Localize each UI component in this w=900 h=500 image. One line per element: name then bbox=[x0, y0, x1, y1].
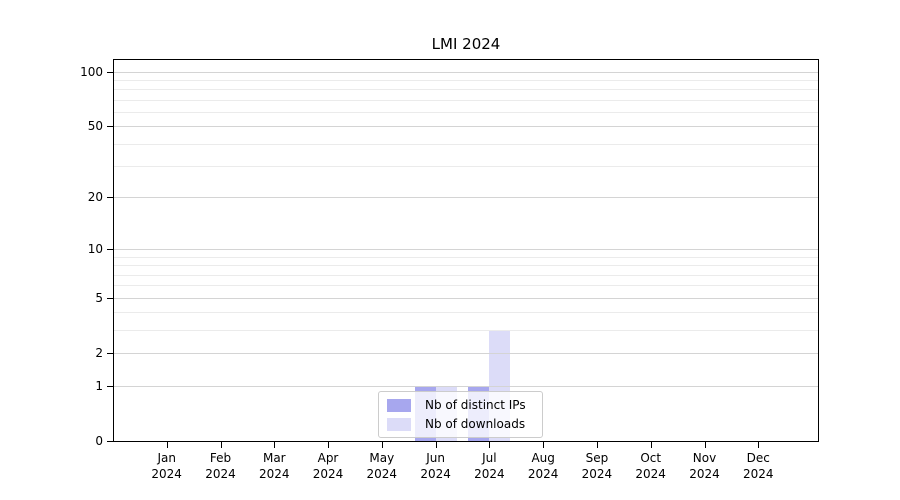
y-tick-label: 1 bbox=[95, 378, 103, 393]
x-tick-label: Apr 2024 bbox=[312, 451, 344, 481]
x-tick-mark bbox=[435, 442, 437, 448]
x-tick-mark bbox=[596, 442, 598, 448]
x-tick-mark bbox=[328, 442, 329, 448]
x-tick-mark bbox=[381, 442, 383, 448]
y-tick-label: 5 bbox=[95, 290, 103, 305]
y-tick-label: 50 bbox=[87, 119, 103, 134]
gridline-major bbox=[114, 126, 818, 128]
x-tick-label: Feb 2024 bbox=[205, 451, 236, 481]
legend: Nb of distinct IPs Nb of downloads bbox=[378, 391, 543, 438]
gridline-minor bbox=[114, 265, 818, 267]
y-tick-label: 100 bbox=[80, 64, 103, 79]
x-tick-label: Mar 2024 bbox=[259, 451, 290, 481]
x-tick-mark bbox=[543, 442, 545, 448]
x-tick-label: Oct 2024 bbox=[635, 451, 666, 481]
gridline-minor bbox=[114, 80, 818, 82]
gridline-minor bbox=[114, 256, 818, 258]
legend-swatch-distinct-ips-icon bbox=[387, 398, 411, 412]
x-tick-mark bbox=[489, 442, 491, 448]
x-tick-label: Jan 2024 bbox=[151, 451, 182, 481]
gridline-minor bbox=[114, 274, 818, 276]
gridline-major bbox=[114, 197, 818, 199]
y-tick-label: 2 bbox=[95, 346, 103, 361]
gridline-major bbox=[114, 249, 818, 251]
gridline-minor bbox=[114, 143, 818, 145]
gridline-minor bbox=[114, 112, 818, 114]
x-tick-mark bbox=[704, 442, 706, 448]
gridline-minor bbox=[114, 330, 818, 332]
legend-item-distinct-ips: Nb of distinct IPs bbox=[387, 398, 534, 412]
x-tick-label: May 2024 bbox=[366, 451, 398, 481]
gridline-major bbox=[114, 297, 818, 299]
x-tick-label: Jun 2024 bbox=[420, 451, 451, 481]
x-tick-label: Sep 2024 bbox=[581, 451, 613, 481]
x-tick-label: Jul 2024 bbox=[474, 451, 505, 481]
y-tick-label: 0 bbox=[95, 434, 103, 448]
x-tick-mark bbox=[650, 442, 652, 448]
gridline-minor bbox=[114, 89, 818, 91]
x-tick-mark bbox=[166, 442, 168, 448]
chart-title: LMI 2024 bbox=[431, 35, 501, 53]
x-tick-label: Nov 2024 bbox=[689, 451, 720, 481]
x-tick-mark bbox=[758, 442, 760, 448]
gridline-minor bbox=[114, 285, 818, 287]
legend-swatch-downloads-icon bbox=[387, 417, 411, 431]
gridline-minor bbox=[114, 166, 818, 168]
gridline-minor bbox=[114, 100, 818, 101]
gridline-minor bbox=[114, 312, 818, 314]
gridline-major bbox=[114, 353, 818, 355]
legend-label-downloads: Nb of downloads bbox=[425, 417, 526, 431]
x-tick-label: Aug 2024 bbox=[527, 451, 559, 481]
y-tick-label: 10 bbox=[87, 242, 103, 257]
gridline-major bbox=[114, 71, 818, 73]
x-tick-label: Dec 2024 bbox=[743, 451, 774, 481]
legend-label-distinct-ips: Nb of distinct IPs bbox=[425, 398, 526, 412]
gridline-major bbox=[114, 385, 818, 387]
y-tick-label: 20 bbox=[87, 190, 103, 205]
x-tick-mark bbox=[220, 442, 222, 448]
plot-area bbox=[113, 59, 819, 442]
legend-item-downloads: Nb of downloads bbox=[387, 417, 534, 431]
x-tick-mark bbox=[274, 442, 276, 448]
